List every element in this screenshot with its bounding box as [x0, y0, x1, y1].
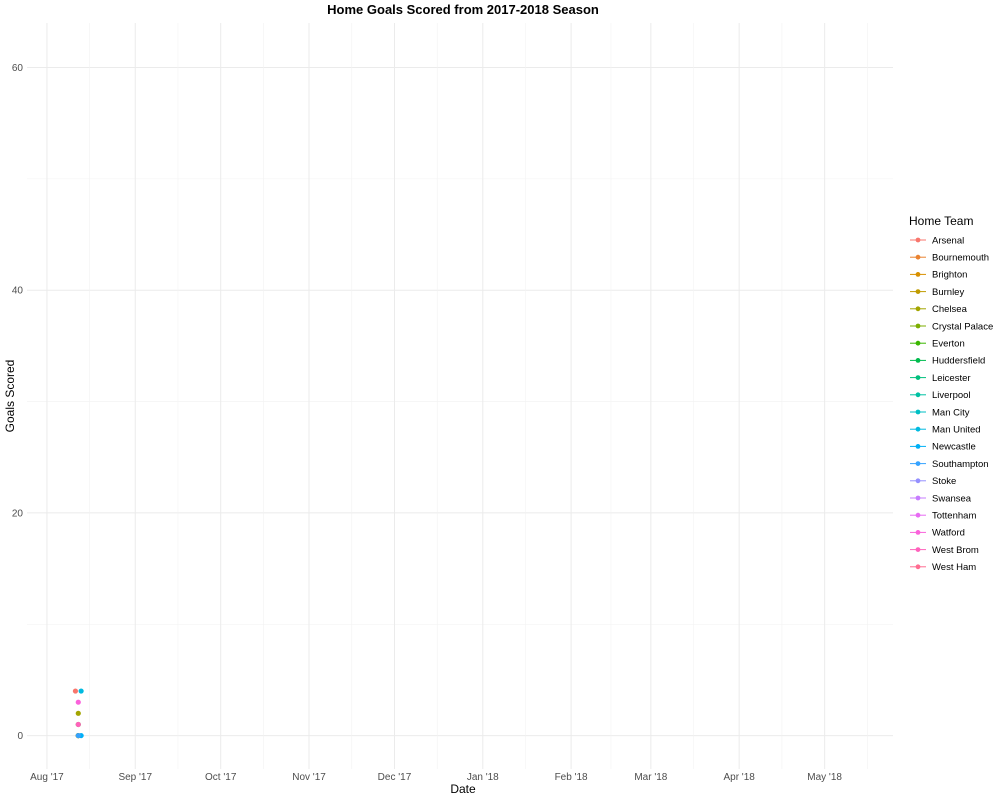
legend-key-point: [915, 512, 921, 518]
legend-label: Leicester: [932, 373, 971, 384]
legend-key-point: [915, 547, 921, 552]
legend-label: Watford: [932, 528, 965, 539]
data-point: [78, 688, 84, 694]
legend-item: Bournemouth: [910, 253, 989, 264]
legend-item: Swansea: [910, 493, 972, 504]
legend-item: Brighton: [910, 270, 967, 281]
data-point: [75, 732, 81, 739]
legend-item: Man City: [910, 407, 970, 418]
x-tick-label: Mar '18: [634, 772, 667, 783]
legend-key-point: [915, 358, 921, 363]
x-tick-label: Dec '17: [378, 772, 412, 783]
legend-label: Crystal Palace: [932, 321, 993, 332]
x-tick-label: Jan '18: [467, 772, 499, 783]
legend-key-point: [915, 272, 921, 277]
legend-key-point: [915, 306, 921, 312]
x-tick-label: Oct '17: [205, 772, 237, 783]
y-tick-label: 40: [12, 286, 24, 297]
legend-key-point: [915, 323, 921, 329]
x-axis-title: Date: [450, 782, 476, 796]
legend-item: Chelsea: [910, 304, 968, 315]
legend-item: Arsenal: [910, 235, 964, 246]
legend-key-point: [915, 426, 921, 432]
legend-item: Man United: [910, 425, 981, 436]
legend-item: West Ham: [910, 562, 976, 573]
legend-key-point: [915, 237, 921, 243]
legend-label: Everton: [932, 339, 965, 350]
legend-key-point: [915, 340, 921, 346]
data-point: [75, 721, 81, 728]
data-point: [75, 699, 81, 705]
x-tick-label: Aug '17: [30, 772, 64, 783]
chart-title: Home Goals Scored from 2017-2018 Season: [327, 2, 599, 17]
legend-label: Arsenal: [932, 235, 964, 246]
legend-label: Newcastle: [932, 442, 976, 453]
legend-label: Bournemouth: [932, 253, 989, 264]
legend-item: Watford: [910, 528, 965, 539]
legend-label: Huddersfield: [932, 356, 985, 367]
legend-item: Southampton: [910, 459, 989, 470]
legend-label: West Ham: [932, 562, 976, 573]
data-point: [72, 688, 79, 694]
legend-item: Burnley: [910, 287, 964, 298]
y-axis-title: Goals Scored: [3, 360, 17, 433]
legend-item: Everton: [910, 339, 965, 350]
legend-key-point: [915, 530, 921, 535]
legend-item: Liverpool: [910, 390, 971, 401]
legend-key-point: [915, 409, 921, 415]
x-tick-label: Sep '17: [118, 772, 152, 783]
y-tick-label: 60: [12, 63, 24, 74]
legend-key-point: [915, 392, 921, 398]
legend-item: Leicester: [910, 373, 971, 384]
legend-key-point: [915, 289, 921, 294]
legend-key-point: [915, 478, 921, 484]
y-tick-label: 20: [12, 508, 24, 519]
x-axis-ticks: Aug '17 Sep '17 Oct '17 Nov '17 Dec '17 Jan '…: [30, 772, 842, 783]
x-tick-label: Feb '18: [555, 772, 588, 783]
legend-item: Tottenham: [910, 511, 976, 522]
legend-label: Brighton: [932, 270, 967, 281]
data-point: [75, 710, 81, 716]
legend-key-point: [915, 564, 921, 570]
y-tick-label: 0: [17, 731, 23, 742]
legend-label: Swansea: [932, 493, 972, 504]
legend-label: Chelsea: [932, 304, 968, 315]
legend-item: Stoke: [910, 476, 956, 487]
data-points: [72, 688, 84, 739]
y-axis-ticks: 0 20 40 60: [12, 63, 24, 742]
legend-label: Stoke: [932, 476, 956, 487]
legend-label: Man United: [932, 425, 981, 436]
x-tick-label: May '18: [807, 772, 842, 783]
legend-label: Man City: [932, 407, 970, 418]
legend-item: Crystal Palace: [910, 321, 993, 332]
grid-lines: [27, 23, 893, 769]
legend-label: Burnley: [932, 287, 964, 298]
legend: Home Team Arsenal Bournemouth Brighton Burn…: [909, 214, 993, 573]
legend-key-point: [915, 495, 921, 501]
legend-key-point: [915, 461, 921, 466]
legend-key-point: [915, 254, 921, 260]
legend-title: Home Team: [909, 214, 973, 228]
legend-item: West Brom: [910, 545, 979, 556]
x-tick-label: Apr '18: [723, 772, 755, 783]
legend-key-point: [915, 375, 921, 380]
legend-item: Newcastle: [910, 442, 976, 453]
legend-item: Huddersfield: [910, 356, 985, 367]
legend-key-point: [915, 444, 921, 449]
legend-label: Liverpool: [932, 390, 971, 401]
legend-label: West Brom: [932, 545, 979, 556]
x-tick-label: Nov '17: [292, 772, 326, 783]
legend-label: Southampton: [932, 459, 989, 470]
legend-label: Tottenham: [932, 511, 976, 522]
